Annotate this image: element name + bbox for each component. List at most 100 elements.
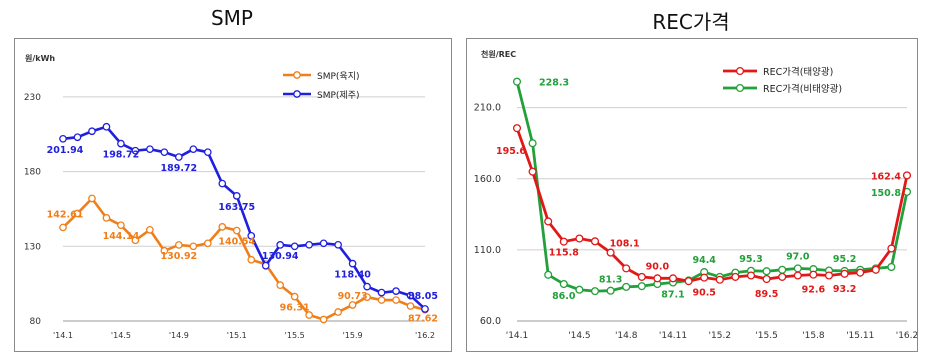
y-tick-label: 230 <box>24 93 41 103</box>
data-label: 189.72 <box>161 163 198 174</box>
data-label: 118.40 <box>334 270 371 281</box>
y-tick-label: 110.0 <box>474 245 501 256</box>
smp-chart-title: SMP <box>210 6 253 30</box>
data-label: 87.62 <box>408 314 438 325</box>
data-point <box>363 293 371 301</box>
data-point <box>73 209 82 218</box>
data-point <box>131 146 140 155</box>
data-point <box>544 270 553 279</box>
data-label: 93.2 <box>833 284 856 295</box>
data-label: 94.4 <box>692 255 716 266</box>
data-point <box>762 267 771 276</box>
data-point <box>59 134 67 143</box>
data-point <box>88 194 96 203</box>
data-point <box>247 255 256 264</box>
data-point <box>59 223 67 232</box>
data-point <box>174 241 183 249</box>
data-point <box>88 127 96 136</box>
data-label: 88.05 <box>408 291 438 302</box>
data-point <box>319 315 328 324</box>
data-point <box>363 282 371 291</box>
data-point <box>189 145 198 154</box>
data-point <box>117 221 125 230</box>
data-point <box>392 296 400 304</box>
data-point <box>778 265 787 274</box>
data-point <box>247 231 256 240</box>
x-tick-label: '15.11 <box>846 331 874 341</box>
data-label: 86.0 <box>552 291 576 302</box>
data-point <box>377 296 386 304</box>
data-point <box>590 237 600 246</box>
data-label: 115.8 <box>549 248 579 259</box>
legend-marker <box>293 90 301 98</box>
data-point <box>290 292 299 301</box>
data-point <box>174 153 183 161</box>
legend-label: SMP(육지) <box>317 71 360 82</box>
data-point <box>305 311 314 319</box>
data-point <box>146 145 154 154</box>
data-label: 163.75 <box>218 202 255 213</box>
data-point <box>334 308 342 316</box>
data-point <box>377 288 386 297</box>
data-point <box>746 271 756 280</box>
data-point <box>421 305 429 313</box>
data-label: 201.94 <box>47 145 84 156</box>
data-point <box>762 274 771 284</box>
data-label: 142.61 <box>47 209 84 220</box>
rec-chart-panel: 천원/REC 60.0 110.0 160.0 210.0 '14.1 '14.5 '14.8… <box>466 38 918 352</box>
data-label: 144.14 <box>103 231 140 242</box>
y-axis-label: 천원/REC <box>481 49 516 59</box>
data-label: 97.0 <box>786 251 810 262</box>
data-label: 90.5 <box>692 288 715 299</box>
x-tick-label: '15.8 <box>802 331 825 341</box>
data-point <box>512 124 522 133</box>
data-point <box>700 273 709 282</box>
data-label: 90.0 <box>646 261 670 272</box>
y-tick-label: 160.0 <box>474 174 501 185</box>
y-tick-label: 210.0 <box>474 103 501 114</box>
data-label: 89.5 <box>755 289 778 300</box>
data-point <box>715 275 724 284</box>
data-point <box>305 240 314 249</box>
data-point <box>146 226 154 234</box>
x-tick-label: '14.1 <box>53 331 73 340</box>
data-point <box>840 269 849 278</box>
data-point <box>334 240 342 249</box>
data-point <box>793 271 802 280</box>
data-label: 195.6 <box>496 146 526 157</box>
x-tick-label: '14.1 <box>506 331 529 341</box>
data-point <box>559 279 568 289</box>
x-tick-label: '15.1 <box>227 331 247 340</box>
data-point <box>276 241 285 249</box>
x-tick-label: '14.5 <box>111 331 131 340</box>
data-point <box>590 287 600 296</box>
data-point <box>189 242 198 251</box>
x-tick-label: '14.11 <box>659 331 687 341</box>
data-point <box>684 277 693 286</box>
data-point <box>606 248 615 257</box>
x-tick-label: '16.2 <box>415 331 435 340</box>
data-point <box>319 239 328 248</box>
legend-marker <box>735 83 745 93</box>
data-point <box>622 264 631 273</box>
data-point <box>778 272 787 281</box>
data-label: 95.3 <box>739 254 762 265</box>
legend-label: REC가격(비태양광) <box>763 83 842 95</box>
legend-label: REC가격(태양광) <box>763 66 833 78</box>
data-point <box>348 259 357 268</box>
data-point <box>406 302 415 310</box>
legend-label: SMP(제주) <box>317 90 360 101</box>
smp-chart-panel: 원/kWh 80 130 180 230 '14.1 '14.5 '14.9 '15.1 '15.… <box>14 38 452 352</box>
data-point <box>160 246 169 255</box>
data-point <box>528 167 537 176</box>
data-point <box>232 226 241 235</box>
data-point <box>117 139 125 148</box>
data-point <box>824 271 834 280</box>
data-point <box>348 301 357 309</box>
data-point <box>575 234 584 243</box>
data-point <box>793 264 802 273</box>
data-point <box>73 133 82 142</box>
data-point <box>653 274 662 283</box>
data-point <box>575 285 584 294</box>
data-label: 87.1 <box>661 289 684 300</box>
